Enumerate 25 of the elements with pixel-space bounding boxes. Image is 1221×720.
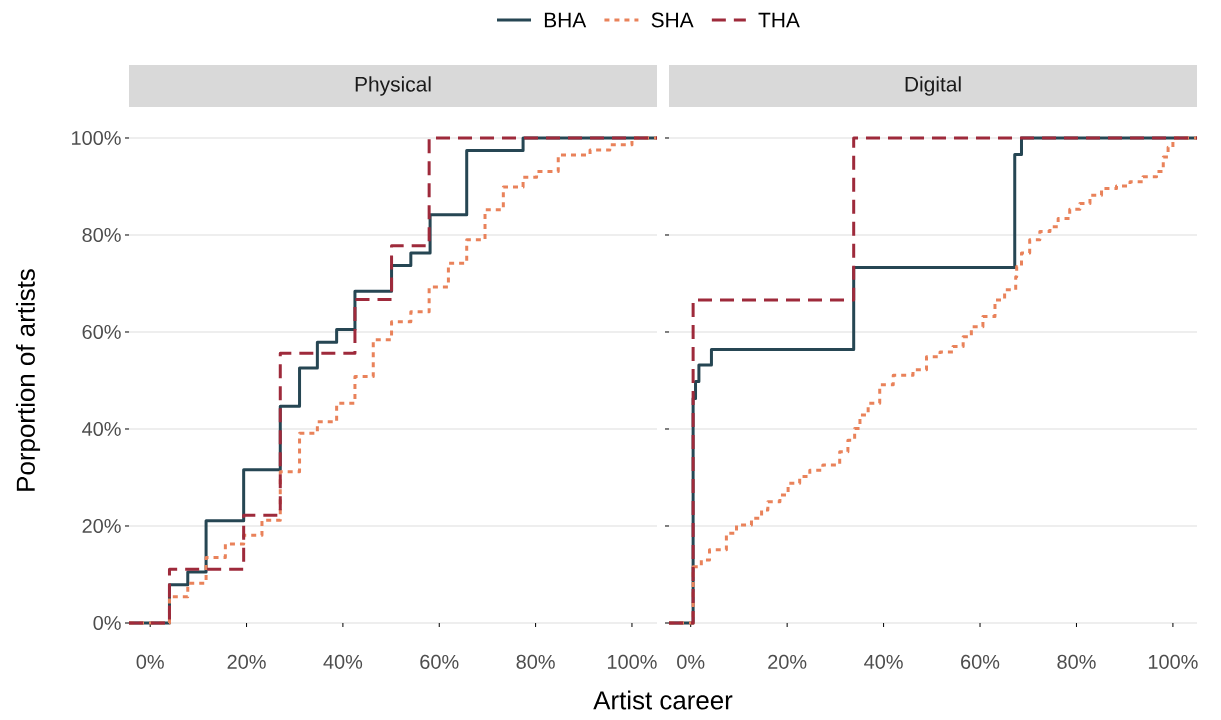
- chart-title: Physical: [355, 76, 431, 96]
- legend-label: BHA: [544, 12, 587, 28]
- y-axis-title: Porportion of artists: [15, 269, 41, 491]
- x-tick-label: 60%: [420, 654, 459, 669]
- x-tick-label: 20%: [768, 654, 807, 669]
- chart-title: Digital: [905, 76, 961, 96]
- x-tick-label: 20%: [227, 654, 266, 669]
- x-tick-label: 0%: [677, 654, 705, 669]
- x-tick-label: 0%: [136, 654, 164, 669]
- y-tick-label: 80%: [82, 227, 121, 243]
- x-tick-label: 40%: [864, 654, 903, 669]
- y-tick-label: 100%: [72, 130, 121, 146]
- x-tick-label: 60%: [961, 654, 1000, 669]
- y-tick-label: 20%: [82, 518, 121, 534]
- legend-label: SHA: [651, 12, 694, 28]
- x-tick-label: 80%: [1057, 654, 1096, 669]
- y-tick-label: 40%: [82, 421, 121, 437]
- x-tick-label: 100%: [607, 654, 657, 669]
- y-tick-label: 60%: [82, 324, 121, 340]
- legend-label: THA: [758, 12, 800, 28]
- y-tick-label: 0%: [93, 615, 121, 631]
- x-tick-label: 80%: [516, 654, 555, 669]
- x-tick-label: 100%: [1148, 654, 1198, 669]
- x-tick-label: 40%: [323, 654, 363, 669]
- x-axis-title: Artist career: [593, 690, 733, 710]
